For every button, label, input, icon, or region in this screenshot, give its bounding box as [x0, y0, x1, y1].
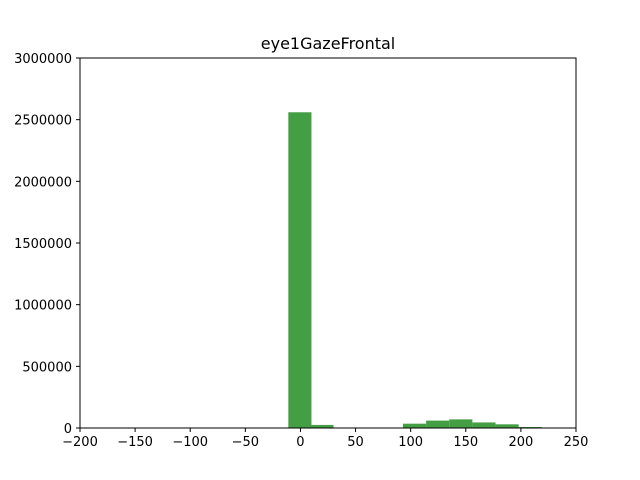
y-tick-label: 2500000: [14, 114, 72, 129]
x-tick-label: −50: [232, 435, 259, 450]
chart-title: eye1GazeFrontal: [261, 34, 396, 53]
histogram-bars: [288, 112, 542, 429]
y-tick-label: 1000000: [14, 299, 72, 314]
y-tick-label: 2000000: [14, 175, 72, 190]
y-tick-label: 1500000: [14, 237, 72, 252]
x-tick-label: −200: [62, 435, 98, 450]
y-tick-label: 500000: [22, 360, 72, 375]
histogram-bar-2: [402, 423, 427, 428]
x-tick-label: −100: [172, 435, 208, 450]
y-tick-label: 3000000: [14, 52, 72, 67]
x-tick-label: 100: [398, 435, 423, 450]
x-tick-label: −150: [117, 435, 153, 450]
histogram-bar-3: [426, 420, 450, 428]
y-axis: 0 500000 1000000 1500000 2000000 2500000 30000…: [14, 52, 80, 437]
y-tick-label: 0: [64, 422, 72, 437]
plot-frame: [79, 57, 577, 429]
x-tick-label: 250: [564, 435, 589, 450]
histogram-bar-6: [495, 424, 519, 428]
histogram-bar-5: [472, 422, 496, 428]
x-axis: −200 −150 −100 −50 0 50 100 150 200 250: [62, 428, 588, 450]
x-tick-label: 150: [453, 435, 478, 450]
x-tick-label: 200: [508, 435, 533, 450]
histogram-bar-4: [449, 419, 473, 428]
x-tick-label: 0: [296, 435, 304, 450]
x-tick-label: 50: [347, 435, 364, 450]
histogram-bar-1: [311, 424, 334, 428]
histogram-bar-0: [288, 112, 312, 429]
